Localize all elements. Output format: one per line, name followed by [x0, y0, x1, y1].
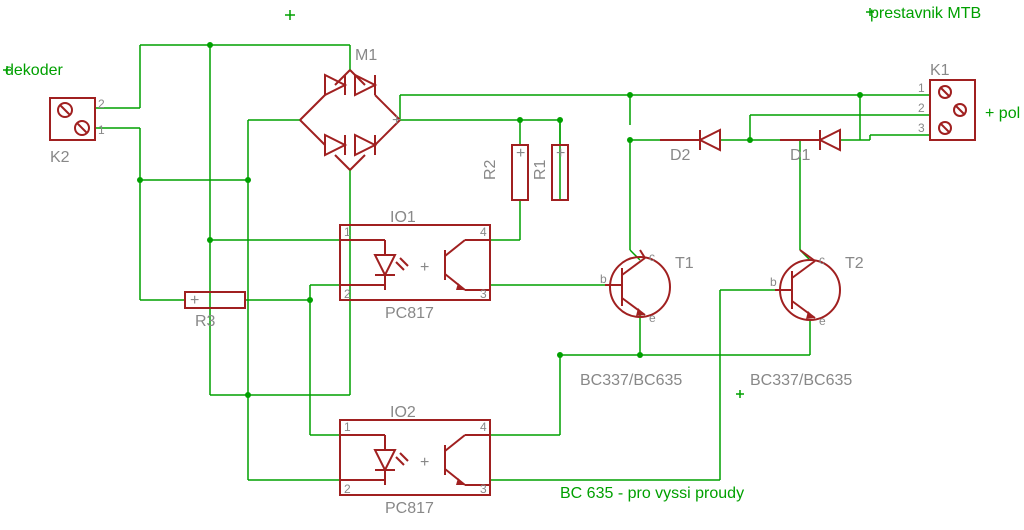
svg-text:c: c	[819, 253, 825, 267]
svg-text:4: 4	[480, 420, 487, 434]
svg-text:1: 1	[344, 420, 351, 434]
note-label: BC 635 - pro vyssi proudy	[560, 485, 744, 502]
dekoder-label: dekoder	[5, 62, 63, 79]
svg-text:R1: R1	[532, 159, 549, 180]
m1-label: M1	[355, 47, 377, 64]
prestavnik-label: prestavnik MTB	[870, 5, 981, 22]
connector-k1: 1 2 3 K1	[918, 62, 975, 140]
svg-text:3: 3	[918, 121, 925, 135]
ref-marks	[3, 8, 874, 398]
svg-text:D1: D1	[790, 147, 811, 164]
svg-text:+: +	[420, 454, 429, 471]
svg-text:2: 2	[918, 101, 925, 115]
svg-text:2: 2	[98, 97, 105, 111]
resistor-r2: R2 +	[482, 145, 528, 200]
svg-text:e: e	[819, 314, 826, 328]
t2-label: T2	[845, 255, 864, 272]
svg-text:2: 2	[344, 482, 351, 496]
transistor-t2: c b e T2 BC337/BC635	[750, 250, 864, 389]
bc-a-label: BC337/BC635	[580, 372, 682, 389]
diode-d2: D2	[660, 130, 720, 164]
resistor-r1: R1 +	[532, 145, 568, 200]
svg-text:3: 3	[480, 482, 487, 496]
svg-text:3: 3	[480, 287, 487, 301]
k2-label: K2	[50, 149, 70, 166]
svg-text:4: 4	[480, 225, 487, 239]
svg-text:+: +	[392, 112, 401, 129]
diode-d1: D1	[780, 130, 840, 164]
t1-label: T1	[675, 255, 694, 272]
svg-text:+: +	[556, 145, 565, 162]
svg-text:2: 2	[344, 287, 351, 301]
svg-text:+: +	[190, 292, 199, 309]
svg-text:1: 1	[98, 123, 105, 137]
pol-label: + pol	[985, 105, 1020, 122]
io1-label: IO1	[390, 209, 416, 226]
svg-text:+: +	[420, 259, 429, 276]
svg-text:1: 1	[344, 225, 351, 239]
pc817a-label: PC817	[385, 305, 434, 322]
r3-label: R3	[195, 313, 216, 330]
transistor-t1: c b e T1 BC337/BC635	[580, 250, 694, 389]
schematic: 2 1 K2 1 2 3 K1 M1 +	[0, 0, 1024, 530]
svg-text:b: b	[770, 275, 777, 289]
svg-text:1: 1	[918, 81, 925, 95]
svg-text:b: b	[600, 272, 607, 286]
wires	[95, 10, 930, 480]
svg-text:R2: R2	[482, 159, 499, 180]
optocoupler-io2: + 1 2 4 3 IO2 PC817	[340, 404, 490, 517]
k1-label: K1	[930, 62, 950, 79]
resistor-r3: R3 +	[185, 292, 245, 330]
optocoupler-io1: + 1 2 4 3 IO1 PC817	[340, 209, 490, 322]
svg-text:+: +	[516, 145, 525, 162]
svg-text:e: e	[649, 311, 656, 325]
bc-b-label: BC337/BC635	[750, 372, 852, 389]
pc817b-label: PC817	[385, 500, 434, 517]
io2-label: IO2	[390, 404, 416, 421]
svg-text:c: c	[649, 250, 655, 264]
svg-text:D2: D2	[670, 147, 691, 164]
